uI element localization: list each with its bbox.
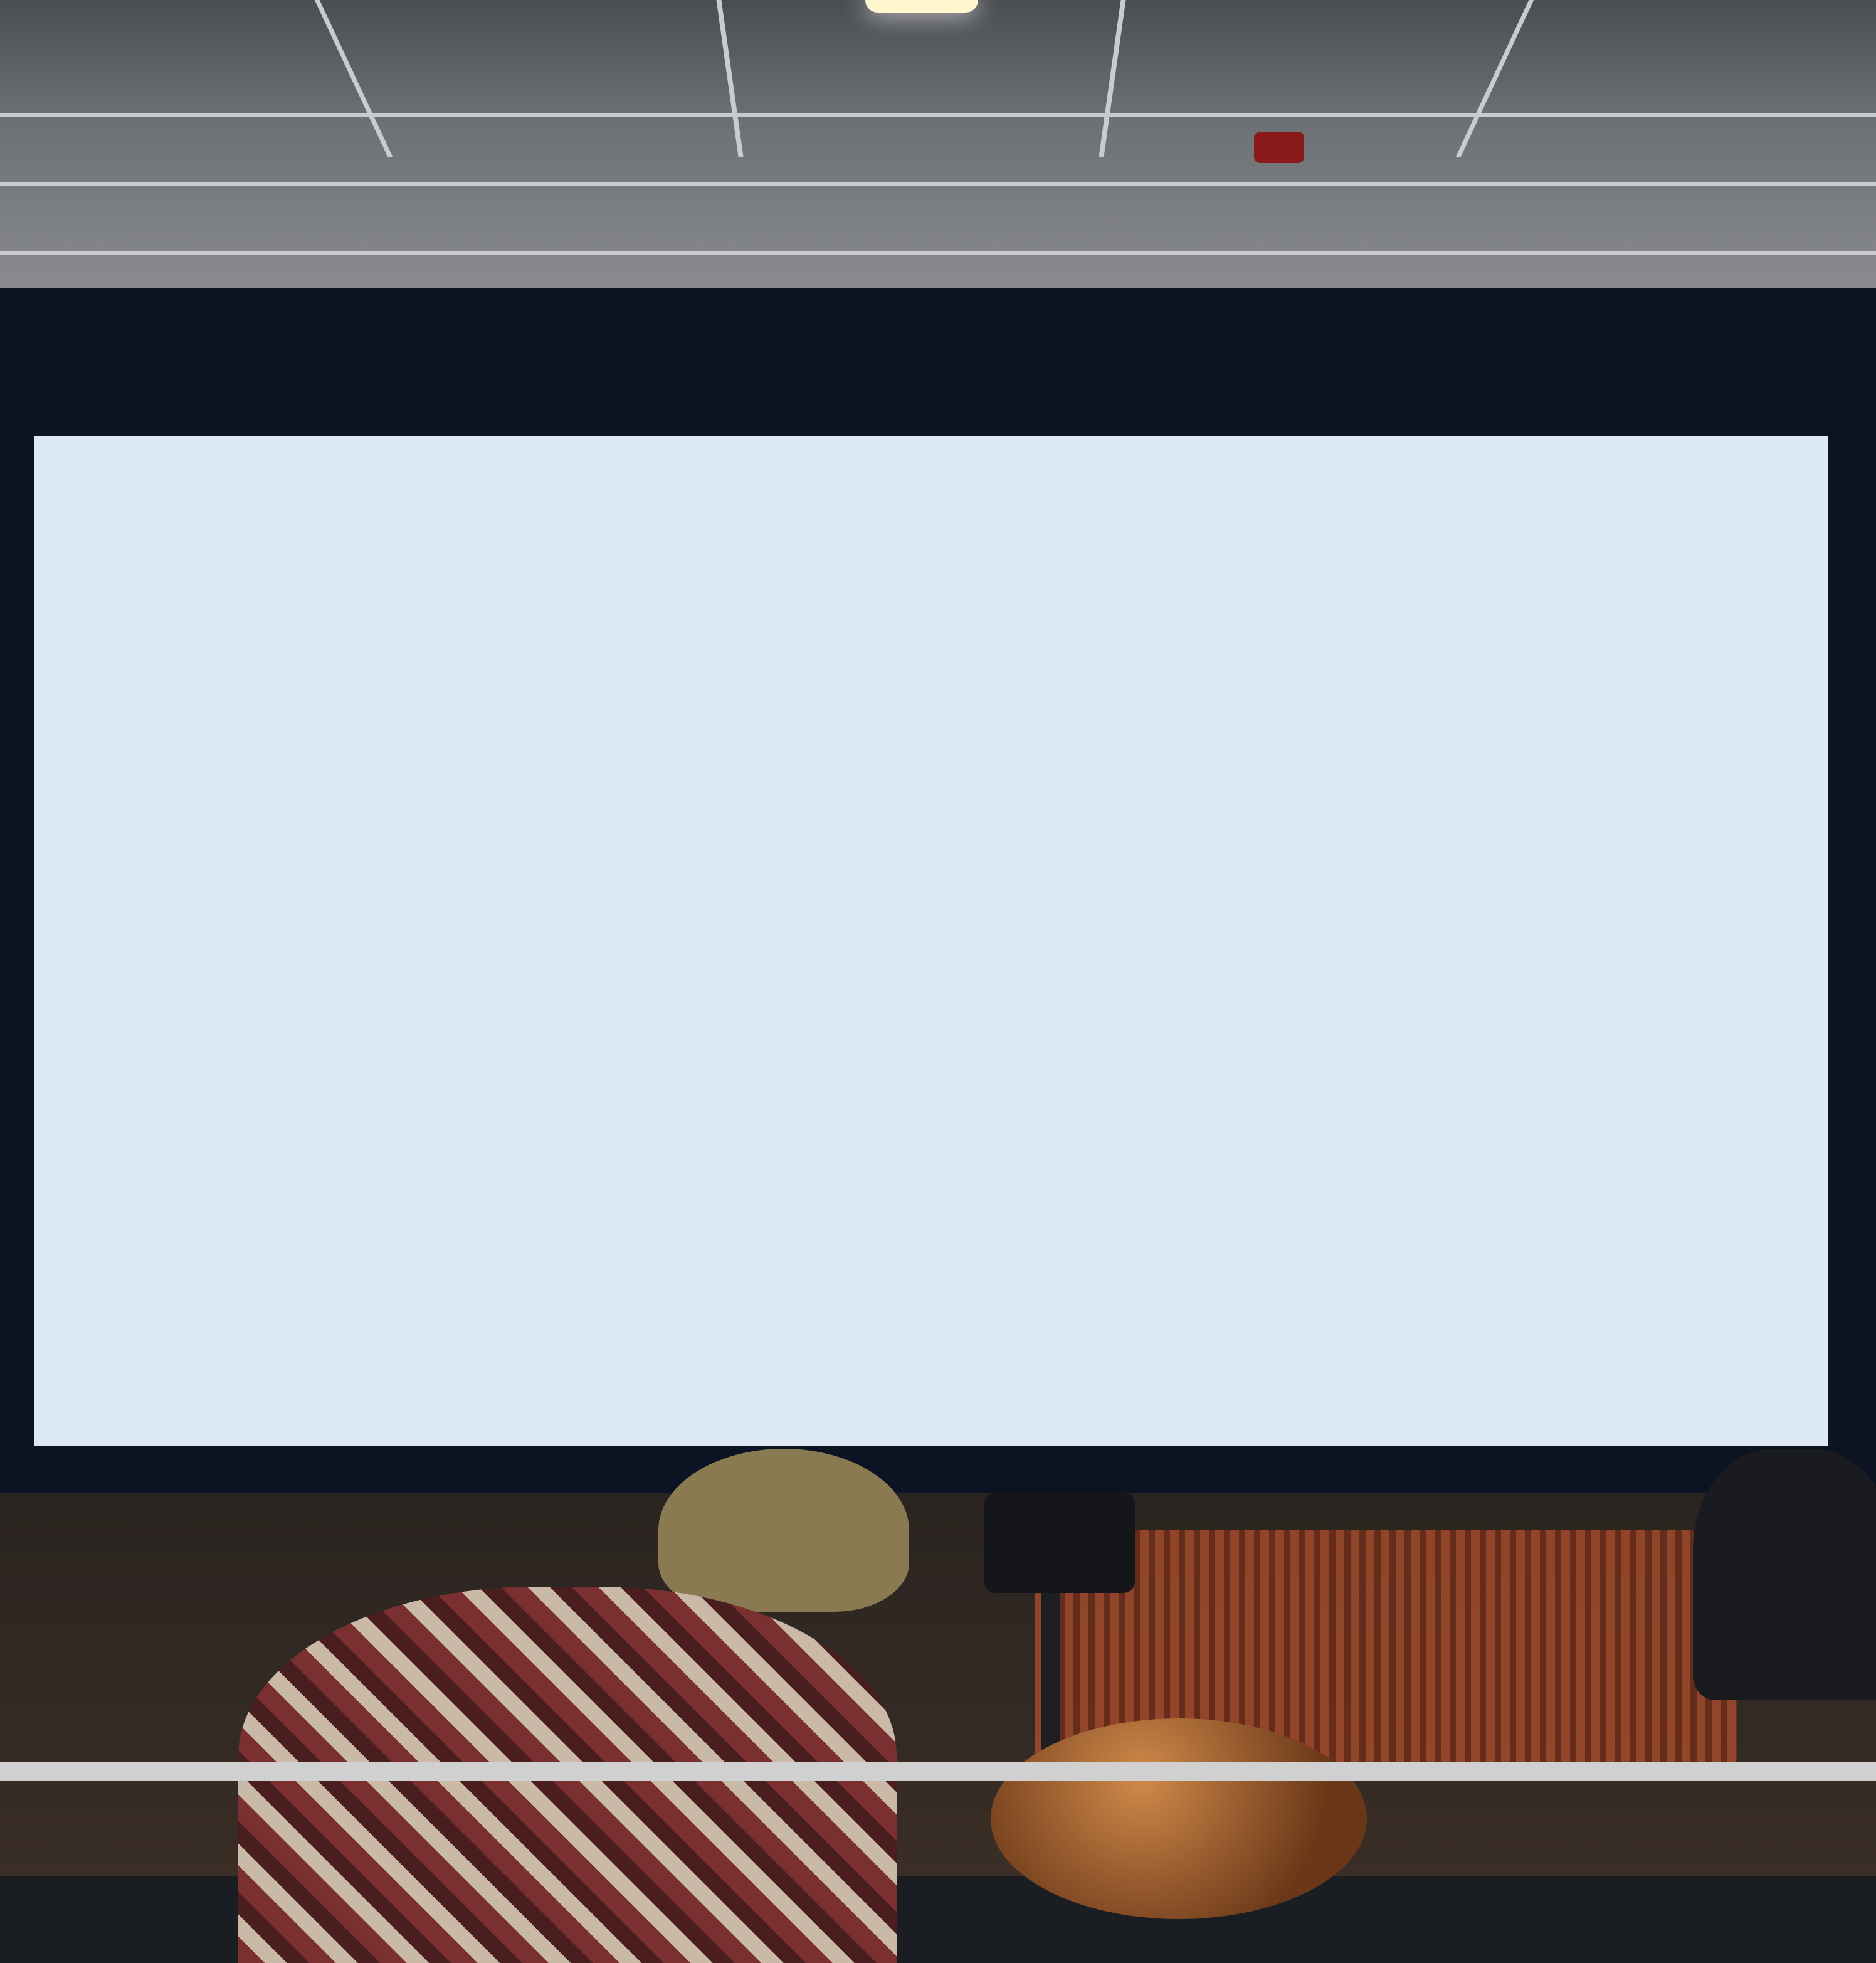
- ceiling-beam: [314, 0, 393, 157]
- slide-content: [34, 436, 1828, 1446]
- sunspot-charts: [34, 436, 1828, 1446]
- ceiling-beam: [0, 113, 1876, 117]
- ceiling: [0, 0, 1876, 295]
- audience-member-bald: [991, 1718, 1367, 1919]
- ceiling-beam: [1099, 0, 1126, 157]
- ceiling-beam: [1455, 0, 1534, 157]
- audience-member-right: [1693, 1449, 1876, 1700]
- ceiling-beam: [716, 0, 744, 157]
- ceiling-beam: [0, 251, 1876, 255]
- desk-edge: [0, 1762, 1876, 1781]
- smoke-detector: [1254, 132, 1304, 163]
- ceiling-beam: [0, 182, 1876, 186]
- audience-member-cap: [658, 1449, 909, 1612]
- ceiling-light: [865, 0, 978, 13]
- camera: [984, 1493, 1135, 1593]
